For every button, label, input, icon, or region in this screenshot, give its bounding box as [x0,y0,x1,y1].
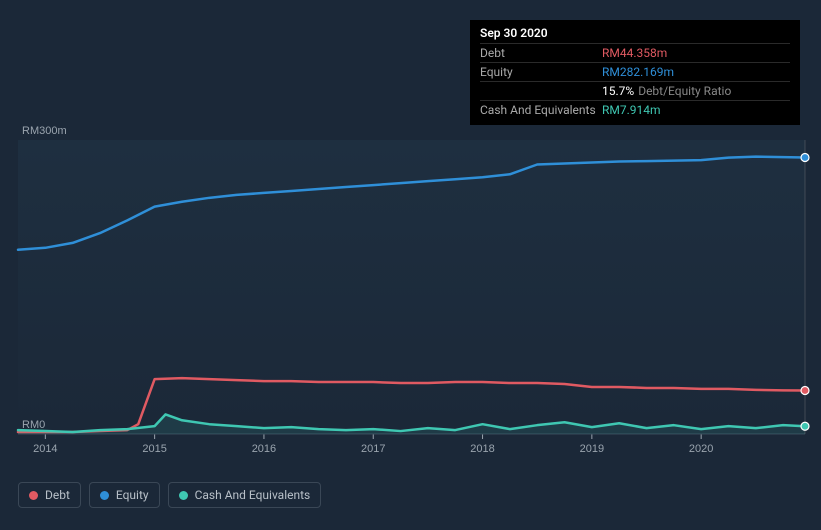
tooltip-row-label [480,84,602,98]
legend-label: Cash And Equivalents [195,488,311,502]
legend-item-cash-and-equivalents[interactable]: Cash And Equivalents [168,482,322,508]
legend-swatch [179,491,188,500]
svg-text:2015: 2015 [142,443,166,455]
svg-text:2014: 2014 [33,443,57,455]
tooltip-row: Cash And EquivalentsRM7.914m [480,101,790,119]
tooltip-row: DebtRM44.358m [480,44,790,63]
tooltip-row-label: Equity [480,65,602,79]
svg-text:2018: 2018 [470,443,494,455]
svg-text:RM300m: RM300m [22,125,67,137]
chart-tooltip: Sep 30 2020 DebtRM44.358mEquityRM282.169… [470,20,800,125]
tooltip-row-value: RM282.169m [602,65,674,79]
tooltip-row-value: RM44.358m [602,46,667,60]
svg-text:2020: 2020 [689,443,713,455]
tooltip-row-value: RM7.914m [602,103,661,117]
legend-label: Equity [116,488,149,502]
debt-equity-chart: 2014201520162017201820192020RM0RM300m Se… [0,0,821,526]
svg-text:2016: 2016 [252,443,276,455]
tooltip-row: EquityRM282.169m [480,63,790,82]
legend-swatch [29,491,38,500]
tooltip-row-value: 15.7% [602,84,634,98]
svg-text:2017: 2017 [361,443,385,455]
svg-text:2019: 2019 [580,443,604,455]
tooltip-row: 15.7% Debt/Equity Ratio [480,82,790,101]
chart-legend: Debt Equity Cash And Equivalents [18,482,321,508]
legend-label: Debt [45,488,70,502]
tooltip-date: Sep 30 2020 [480,26,790,44]
legend-item-equity[interactable]: Equity [89,482,160,508]
tooltip-row-label: Cash And Equivalents [480,103,602,117]
legend-swatch [100,491,109,500]
tooltip-row-label: Debt [480,46,602,60]
tooltip-row-suffix: Debt/Equity Ratio [638,84,731,98]
legend-item-debt[interactable]: Debt [18,482,81,508]
